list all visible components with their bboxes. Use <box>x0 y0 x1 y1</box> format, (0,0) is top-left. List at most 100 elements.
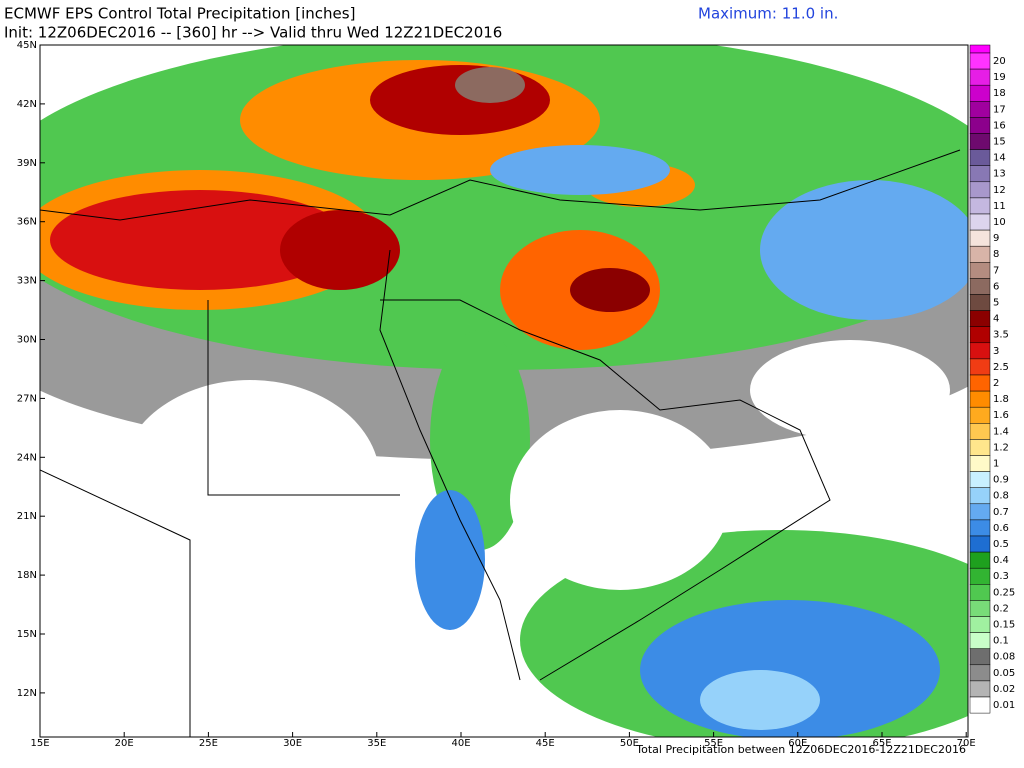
legend-label: 2.5 <box>993 362 1009 373</box>
lon-label: 70E <box>957 738 976 749</box>
legend-swatch <box>969 68 991 86</box>
legend-swatch <box>969 696 991 714</box>
legend-label: 7 <box>993 265 999 276</box>
legend-label: 16 <box>993 120 1006 131</box>
legend-label: 0.2 <box>993 603 1009 614</box>
legend-label: 15 <box>993 137 1006 148</box>
lon-label: 60E <box>788 738 807 749</box>
lon-label: 45E <box>536 738 555 749</box>
legend-swatch <box>969 503 991 521</box>
legend-label: 0.7 <box>993 507 1009 518</box>
coastline <box>380 299 831 681</box>
lat-label: 33N <box>17 276 37 287</box>
field <box>570 268 650 312</box>
legend-swatch <box>969 101 991 118</box>
legend-label: 1.6 <box>993 410 1009 421</box>
legend-swatch <box>969 471 991 488</box>
lon-label: 35E <box>367 738 386 749</box>
lon-label: 50E <box>620 738 639 749</box>
legend-swatch <box>969 406 991 424</box>
legend-swatch <box>969 149 991 166</box>
legend-swatch <box>969 648 991 666</box>
legend-swatch <box>969 117 991 134</box>
lat-label: 18N <box>17 570 37 581</box>
legend-swatch <box>969 278 991 295</box>
lon-label: 20E <box>115 738 134 749</box>
legend-swatch <box>969 390 991 408</box>
lat-label: 12N <box>17 688 37 699</box>
legend-label: 0.6 <box>993 523 1009 534</box>
legend-swatch <box>969 632 991 649</box>
lon-label: 65E <box>872 738 891 749</box>
legend-swatch <box>969 600 991 617</box>
legend-label: 0.15 <box>993 620 1015 631</box>
legend-label: 0.5 <box>993 539 1009 550</box>
legend-swatch <box>969 664 991 682</box>
legend-label: 0.02 <box>993 684 1015 695</box>
legend-label: 1.8 <box>993 394 1009 405</box>
lon-label: 25E <box>199 738 218 749</box>
lat-label: 27N <box>17 393 37 404</box>
legend-label: 1.4 <box>993 426 1009 437</box>
legend-label: 0.8 <box>993 491 1009 502</box>
legend-top-swatch <box>969 44 991 54</box>
lat-label: 15N <box>17 629 37 640</box>
legend-swatch <box>969 181 991 199</box>
field <box>455 67 525 103</box>
legend-label: 0.4 <box>993 555 1009 566</box>
legend-swatch <box>969 487 991 505</box>
border <box>40 469 191 737</box>
legend-swatch <box>969 423 991 440</box>
legend-swatch <box>969 551 991 569</box>
legend-label: 18 <box>993 88 1006 99</box>
legend-label: 17 <box>993 104 1006 115</box>
maximum: Maximum: 11.0 in. <box>698 5 838 23</box>
legend-swatch <box>969 439 991 456</box>
legend-label: 3 <box>993 346 999 357</box>
legend-label: 3.5 <box>993 330 1009 341</box>
legend-label: 0.3 <box>993 571 1009 582</box>
lon-label: 15E <box>30 738 49 749</box>
legend-label: 10 <box>993 217 1006 228</box>
legend-swatch <box>969 310 991 327</box>
legend-label: 11 <box>993 201 1006 212</box>
legend-swatch <box>969 326 991 344</box>
legend-label: 0.01 <box>993 700 1015 711</box>
coastline <box>40 149 961 221</box>
field <box>415 490 485 630</box>
legend-label: 2 <box>993 378 999 389</box>
lon-label: 40E <box>451 738 470 749</box>
field <box>760 180 968 320</box>
caption: Total Precipitation between 12Z06DEC2016… <box>635 743 966 756</box>
legend-swatch <box>969 165 991 183</box>
title: ECMWF EPS Control Total Precipitation [i… <box>4 5 355 23</box>
legend-swatch <box>969 567 991 585</box>
legend-label: 9 <box>993 233 999 244</box>
legend-swatch <box>969 197 991 215</box>
field <box>490 145 670 195</box>
legend-swatch <box>969 229 991 247</box>
legend-label: 20 <box>993 56 1006 67</box>
field <box>50 190 350 290</box>
lat-label: 30N <box>17 335 37 346</box>
lat-label: 36N <box>17 217 37 228</box>
legend-swatch <box>969 616 991 633</box>
legend-swatch <box>969 584 991 601</box>
border <box>207 300 400 496</box>
lon-label: 30E <box>283 738 302 749</box>
legend-label: 14 <box>993 153 1006 164</box>
legend-label: 19 <box>993 72 1006 83</box>
init-line: Init: 12Z06DEC2016 -- [360] hr --> Valid… <box>4 24 502 42</box>
legend-label: 8 <box>993 249 999 260</box>
legend-label: 4 <box>993 314 999 325</box>
lat-label: 21N <box>17 511 37 522</box>
legend-swatch <box>969 84 991 102</box>
legend-label: 12 <box>993 185 1006 196</box>
legend-label: 0.25 <box>993 587 1015 598</box>
legend-swatch <box>969 680 991 698</box>
lat-label: 39N <box>17 158 37 169</box>
precip-field <box>40 45 968 737</box>
legend-label: 0.08 <box>993 652 1015 663</box>
